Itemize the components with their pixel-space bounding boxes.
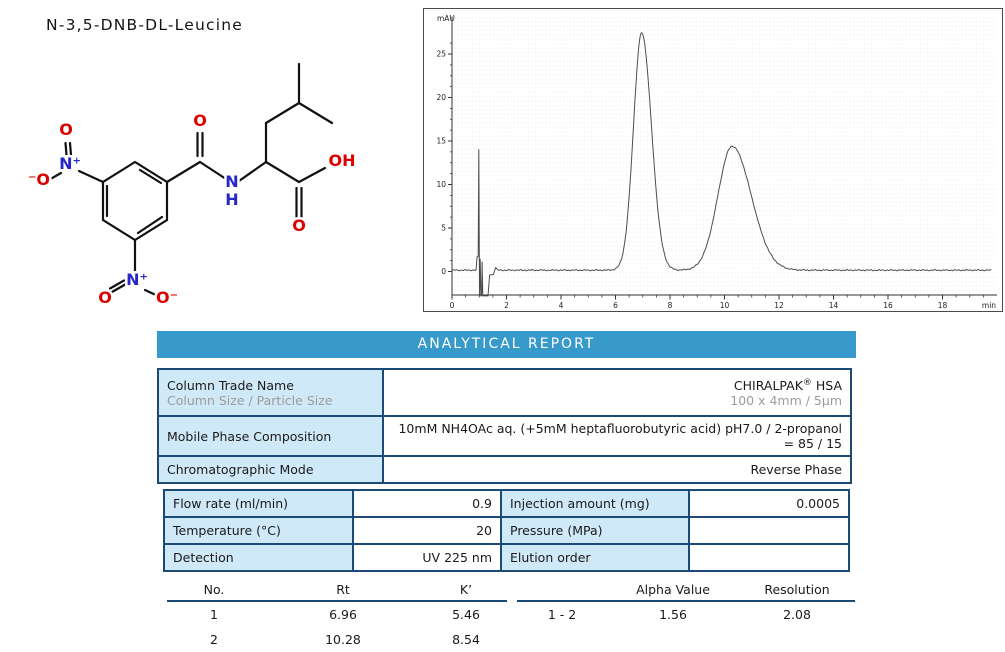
atom-label: O (98, 288, 112, 307)
peak-kprime: 5.46 (452, 607, 480, 622)
peak-rt: 10.28 (325, 632, 361, 647)
molecule-bonds (45, 62, 334, 298)
svg-text:4: 4 (559, 301, 564, 310)
svg-text:min: min (982, 301, 996, 310)
svg-text:14: 14 (829, 301, 839, 310)
table-row: 1 6.96 5.46 (167, 602, 507, 627)
run-conditions-table: Flow rate (ml/min) 0.9 Injection amount … (163, 489, 850, 572)
table-row: Column Trade Name Column Size / Particle… (157, 368, 852, 417)
table-row: Detection UV 225 nm Elution order (163, 543, 850, 572)
peak-no: 1 (210, 607, 218, 622)
alpha-header: Alpha Value (636, 582, 710, 597)
chromatogram-svg: 0 5 10 15 20 25 0 2 4 6 8 10 12 14 16 18 mAU min (423, 8, 1003, 312)
mobile-phase-line2: = 85 / 15 (783, 436, 842, 451)
separation-results-table: Alpha Value Resolution 1 - 2 1.56 2.08 (517, 575, 855, 627)
pressure-value (688, 516, 850, 545)
peak-results-table: No. Rt K’ 1 6.96 5.46 2 10.28 8.54 (167, 575, 507, 652)
svg-text:18: 18 (938, 301, 948, 310)
molecule-svg: O N⁺ ⁻O N⁺ O O⁻ O NH O OH (25, 62, 358, 310)
peak-kprime: 8.54 (452, 632, 480, 647)
peak-results-header: No. Rt K’ (167, 575, 507, 602)
table-row: 1 - 2 1.56 2.08 (517, 602, 855, 627)
chromatographic-mode-label: Chromatographic Mode (157, 455, 384, 484)
svg-text:10: 10 (436, 180, 446, 189)
peak-rt: 6.96 (329, 607, 357, 622)
elution-order-value (688, 543, 850, 572)
atom-label: ⁻O (28, 170, 50, 189)
chromatogram-chart: 0 5 10 15 20 25 0 2 4 6 8 10 12 14 16 18 mAU min (423, 8, 1003, 312)
atom-label: O⁻ (156, 288, 178, 307)
no-header: No. (203, 582, 225, 597)
atom-label: N⁺ (59, 154, 81, 173)
svg-text:16: 16 (883, 301, 893, 310)
molecule-atom-labels: O N⁺ ⁻O N⁺ O O⁻ O NH O OH (25, 109, 358, 310)
svg-text:25: 25 (436, 50, 446, 59)
molecule-structure: O N⁺ ⁻O N⁺ O O⁻ O N H O OH (15, 45, 385, 320)
atom-label: O (292, 216, 306, 235)
mobile-phase-value: 10mM NH4OAc aq. (+5mM heptafluorobutyric… (382, 415, 852, 457)
flow-rate-value: 0.9 (352, 489, 502, 518)
column-trade-name-label: Column Trade Name Column Size / Particle… (157, 368, 384, 417)
alpha-value: 1.56 (659, 607, 687, 622)
svg-text:2: 2 (504, 301, 509, 310)
kprime-header: K’ (459, 582, 473, 597)
compound-title: N-3,5-DNB-DL-Leucine (46, 16, 243, 34)
svg-text:8: 8 (668, 301, 673, 310)
svg-text:15: 15 (436, 137, 446, 146)
table-row: 2 10.28 8.54 (167, 627, 507, 652)
injection-amount-value: 0.0005 (688, 489, 850, 518)
svg-text:10: 10 (720, 301, 730, 310)
table-row: Chromatographic Mode Reverse Phase (157, 455, 852, 484)
rt-header: Rt (336, 582, 350, 597)
svg-text:12: 12 (774, 301, 784, 310)
atom-label: OH (329, 151, 356, 170)
chromatogram-trace (451, 32, 992, 297)
atom-label: H (225, 190, 238, 209)
mobile-phase-line1: 10mM NH4OAc aq. (+5mM heptafluorobutyric… (398, 421, 842, 436)
svg-text:5: 5 (441, 224, 446, 233)
pressure-label: Pressure (MPa) (500, 516, 690, 545)
peak-no: 2 (210, 632, 218, 647)
column-name-line: CHIRALPAK® HSA (733, 377, 842, 393)
flow-rate-label: Flow rate (ml/min) (163, 489, 354, 518)
svg-text:20: 20 (436, 93, 446, 102)
atom-label: N⁺ (126, 270, 148, 289)
column-trade-name-value: CHIRALPAK® HSA 100 x 4mm / 5µm (382, 368, 852, 417)
column-info-table: Column Trade Name Column Size / Particle… (157, 368, 852, 484)
svg-text:6: 6 (613, 301, 618, 310)
svg-text:mAU: mAU (437, 14, 455, 23)
elution-order-label: Elution order (500, 543, 690, 572)
temperature-label: Temperature (°C) (163, 516, 354, 545)
table-row: Mobile Phase Composition 10mM NH4OAc aq.… (157, 415, 852, 457)
injection-amount-label: Injection amount (mg) (500, 489, 690, 518)
peak-pair: 1 - 2 (547, 607, 577, 622)
separation-results-header: Alpha Value Resolution (517, 575, 855, 602)
detection-label: Detection (163, 543, 354, 572)
column-size-value: 100 x 4mm / 5µm (730, 392, 842, 408)
chromatographic-mode-value: Reverse Phase (382, 455, 852, 484)
atom-label: O (193, 111, 207, 130)
atom-label: O (59, 120, 73, 139)
resolution-header: Resolution (764, 582, 830, 597)
table-row: Flow rate (ml/min) 0.9 Injection amount … (163, 489, 850, 518)
atom-label: N (225, 172, 238, 191)
report-banner: ANALYTICAL REPORT (157, 331, 856, 358)
svg-text:0: 0 (441, 267, 446, 276)
detection-value: UV 225 nm (352, 543, 502, 572)
column-trade-name-text: Column Trade Name (167, 377, 294, 393)
table-row: Temperature (°C) 20 Pressure (MPa) (163, 516, 850, 545)
column-size-label: Column Size / Particle Size (167, 392, 333, 408)
mobile-phase-label: Mobile Phase Composition (157, 415, 384, 457)
resolution-value: 2.08 (783, 607, 811, 622)
registered-mark: ® (802, 377, 812, 388)
svg-text:0: 0 (450, 301, 455, 310)
temperature-value: 20 (352, 516, 502, 545)
